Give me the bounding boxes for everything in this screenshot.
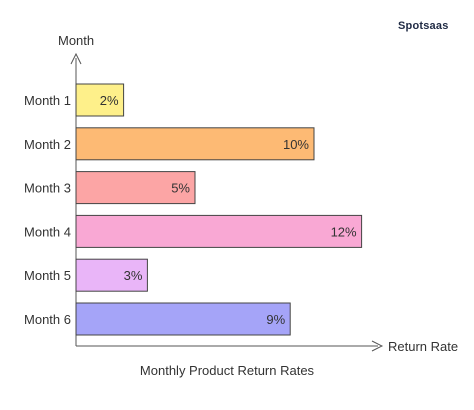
bar-value-label: 12% [331, 224, 357, 239]
y-tick-label: Month 6 [24, 312, 71, 327]
bar-value-label: 3% [124, 268, 143, 283]
y-tick-label: Month 3 [24, 181, 71, 196]
bar-5 [75, 258, 148, 292]
y-tick-label: Month 5 [24, 268, 71, 283]
bar-value-label: 10% [283, 137, 309, 152]
x-axis-arrow-icon [371, 340, 384, 352]
y-tick-label: Month 4 [24, 224, 71, 239]
bar-value-label: 5% [171, 181, 190, 196]
bar-3 [75, 171, 196, 205]
y-axis-arrow-icon [70, 52, 82, 65]
bars-group: 2% Month 1 10% Month 2 5% Month 3 12% Month 4 3%… [24, 83, 363, 336]
y-tick-label: Month 1 [24, 93, 71, 108]
bar-2 [75, 127, 315, 161]
bar-value-label: 9% [266, 312, 285, 327]
brand-logo: Spotsaas [398, 20, 449, 32]
x-axis-title: Return Rate [388, 339, 458, 354]
bar-4 [75, 214, 363, 248]
y-axis-title: Month [58, 33, 94, 48]
bar-1 [75, 83, 125, 117]
bar-value-label: 2% [100, 93, 119, 108]
bar-6 [75, 302, 291, 336]
y-tick-label: Month 2 [24, 137, 71, 152]
chart-title: Monthly Product Return Rates [140, 363, 315, 378]
